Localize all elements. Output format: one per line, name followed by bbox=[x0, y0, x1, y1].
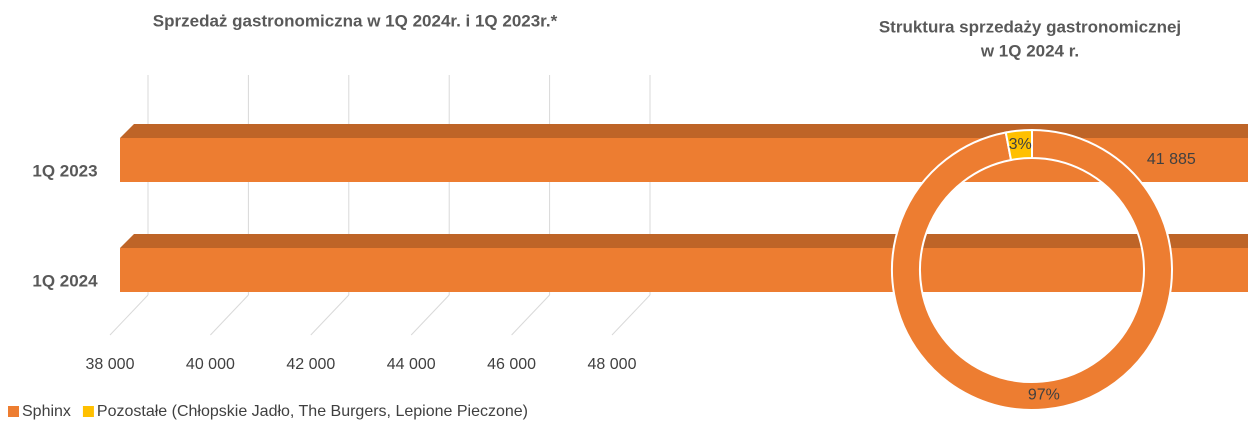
legend-swatch bbox=[82, 406, 94, 417]
donut-slice bbox=[891, 128, 1173, 411]
x-tick-label: 48 000 bbox=[588, 356, 637, 373]
grid-line bbox=[410, 294, 450, 336]
donut-slice bbox=[1004, 128, 1033, 162]
x-tick-label: 42 000 bbox=[286, 356, 335, 373]
grid-line bbox=[611, 294, 651, 336]
x-tick-label: 40 000 bbox=[186, 356, 235, 373]
category-label: 1Q 2023 bbox=[32, 161, 97, 180]
grid-line bbox=[511, 294, 550, 336]
bar-top bbox=[120, 234, 1248, 248]
x-tick-label: 46 000 bbox=[487, 356, 536, 373]
grid-line bbox=[109, 294, 149, 336]
legend-swatch bbox=[8, 406, 19, 417]
legend-label: Pozostałe (Chłopskie Jadło, The Burgers,… bbox=[97, 403, 528, 420]
value-label: 41 885 bbox=[1147, 151, 1196, 168]
value-label: 3% bbox=[1009, 136, 1032, 153]
x-tick-label: 38 000 bbox=[86, 356, 135, 373]
chart-title: Struktura sprzedaży gastronomicznej bbox=[879, 17, 1181, 36]
grid-line bbox=[310, 294, 350, 336]
value-label: 97% bbox=[1028, 387, 1060, 404]
grid-line bbox=[210, 294, 249, 336]
chart-title: Sprzedaż gastronomiczna w 1Q 2024r. i 1Q… bbox=[153, 11, 558, 30]
chart-title: w 1Q 2024 r. bbox=[980, 41, 1079, 60]
legend-label: Sphinx bbox=[22, 403, 71, 420]
category-label: 1Q 2024 bbox=[32, 271, 98, 290]
bar-top bbox=[120, 124, 1248, 138]
x-tick-label: 44 000 bbox=[387, 356, 436, 373]
bar bbox=[120, 248, 1248, 292]
